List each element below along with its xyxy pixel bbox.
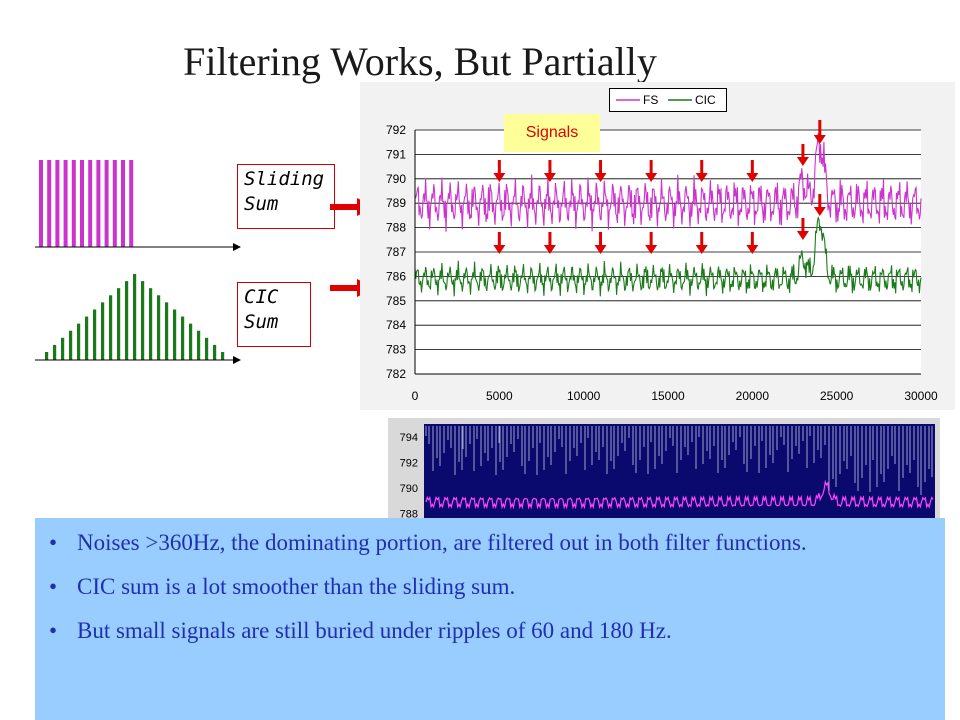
signal-arrow-head	[746, 245, 759, 254]
cic-kernel-bar	[93, 309, 97, 360]
scope-signal-trace	[425, 479, 934, 510]
x-tick-label: 20000	[736, 389, 770, 403]
bullet-item: But small signals are still buried under…	[49, 616, 925, 645]
y-tick-label: 791	[386, 147, 406, 161]
sliding-kernel-bar	[55, 160, 60, 247]
sliding-kernel-bar	[80, 160, 84, 247]
cic-sum-line2: Sum	[244, 311, 279, 333]
signal-arrow-head	[796, 231, 809, 240]
sliding-kernel-bar	[88, 160, 93, 247]
cic-kernel-bar	[157, 295, 161, 360]
signal-arrow-head	[493, 173, 506, 182]
cic-kernel-bar	[77, 323, 81, 360]
cic-kernel-bar	[133, 274, 137, 360]
series-line-cic	[414, 215, 922, 297]
x-tick-label: 30000	[904, 389, 938, 403]
cic-kernel-bar	[125, 281, 129, 360]
signal-arrow-head	[796, 157, 809, 166]
signal-arrow-head	[493, 245, 506, 254]
cic-kernel-bar	[69, 330, 73, 360]
signal-arrow-head	[746, 173, 759, 182]
bullet-list: Noises >360Hz, the dominating portion, a…	[35, 518, 945, 645]
sliding-kernel-bar	[63, 160, 68, 247]
chart-legend: FS CIC	[609, 88, 727, 112]
sliding-sum-line1: Sliding	[244, 168, 325, 190]
cic-kernel-bar	[197, 330, 201, 360]
bullet-item: CIC sum is a lot smoother than the slidi…	[49, 572, 925, 601]
signals-tag: Signals	[504, 114, 600, 152]
cic-kernel-bar	[53, 344, 57, 360]
y-tick-label: 792	[386, 123, 406, 137]
signal-arrow-head	[813, 135, 826, 144]
signal-arrow-head	[594, 173, 607, 182]
signal-arrow-head	[695, 173, 708, 182]
scope-y-tick: 794	[400, 432, 418, 444]
signal-arrow-head	[695, 245, 708, 254]
sliding-axis-arrowhead	[233, 243, 241, 251]
y-tick-label: 784	[386, 318, 406, 332]
cic-kernel-bar	[173, 309, 177, 360]
scope-y-tick: 788	[400, 509, 418, 520]
signal-arrow-head	[543, 245, 556, 254]
slide-title: Filtering Works, But Partially	[183, 39, 657, 84]
x-tick-label: 5000	[486, 389, 513, 403]
scope-y-tick: 792	[400, 457, 418, 469]
cic-kernel-bar	[101, 302, 105, 360]
y-tick-label: 785	[386, 294, 406, 308]
sliding-sum-label: Sliding Sum	[237, 164, 335, 229]
cic-kernel-bar	[117, 288, 121, 360]
x-tick-label: 15000	[651, 389, 685, 403]
scope-plot: 794 792 790 788	[388, 418, 940, 520]
cic-kernel-bar	[61, 337, 65, 360]
y-tick-label: 787	[386, 245, 406, 259]
cic-kernel-bar	[149, 288, 153, 360]
scope-y-tick: 790	[400, 483, 418, 495]
y-tick-label: 788	[386, 221, 406, 235]
cic-kernel-bar	[205, 337, 209, 360]
legend-swatches	[616, 99, 692, 101]
cic-kernel-bar	[189, 323, 193, 360]
bullet-item: Noises >360Hz, the dominating portion, a…	[49, 528, 925, 557]
legend-fs-label: FS	[643, 93, 659, 107]
y-tick-label: 790	[386, 172, 406, 186]
sliding-kernel-bar	[39, 160, 43, 247]
series-line-fs	[414, 133, 922, 232]
signal-arrow-head	[645, 245, 658, 254]
cic-kernel-bar	[165, 302, 169, 360]
cic-kernel-bar	[85, 316, 89, 360]
x-tick-label: 25000	[820, 389, 854, 403]
x-tick-label: 0	[412, 389, 419, 403]
y-tick-label: 786	[386, 269, 406, 283]
x-tick-label: 10000	[567, 389, 601, 403]
bullets-panel: Noises >360Hz, the dominating portion, a…	[35, 518, 945, 720]
cic-sum-line1: CIC	[244, 286, 279, 308]
cic-kernel-bar	[213, 344, 217, 360]
sliding-kernel-bar	[96, 160, 101, 247]
cic-kernel-bar	[181, 316, 185, 360]
sliding-sum-line2: Sum	[244, 193, 279, 215]
signal-arrow-head	[543, 173, 556, 182]
legend-cic-label: CIC	[695, 93, 716, 107]
y-tick-label: 783	[386, 343, 406, 357]
sliding-kernel-bar	[47, 160, 52, 247]
cic-kernel-bar	[109, 295, 113, 360]
filter-kernel-diagram	[35, 160, 241, 364]
signal-line-chart: 792 791 790 789 788 787 786 785 784 783 782 0 5000 1…	[360, 82, 955, 410]
signal-arrow-head	[813, 207, 826, 216]
sliding-kernel-bar	[112, 160, 117, 247]
signal-arrow-head	[594, 245, 607, 254]
y-tick-label: 782	[386, 367, 406, 381]
sliding-kernel-bar	[104, 160, 109, 247]
cic-kernel-bar	[141, 281, 145, 360]
signal-arrow-head	[645, 173, 658, 182]
sliding-kernel-bar	[71, 160, 76, 247]
cic-kernel-bar	[45, 352, 49, 360]
cic-axis-arrowhead	[233, 356, 241, 364]
y-tick-label: 789	[386, 196, 406, 210]
sliding-kernel-bar	[129, 160, 134, 247]
cic-sum-label: CIC Sum	[237, 282, 311, 347]
cic-kernel-bar	[221, 352, 225, 360]
sliding-kernel-bar	[121, 160, 125, 247]
